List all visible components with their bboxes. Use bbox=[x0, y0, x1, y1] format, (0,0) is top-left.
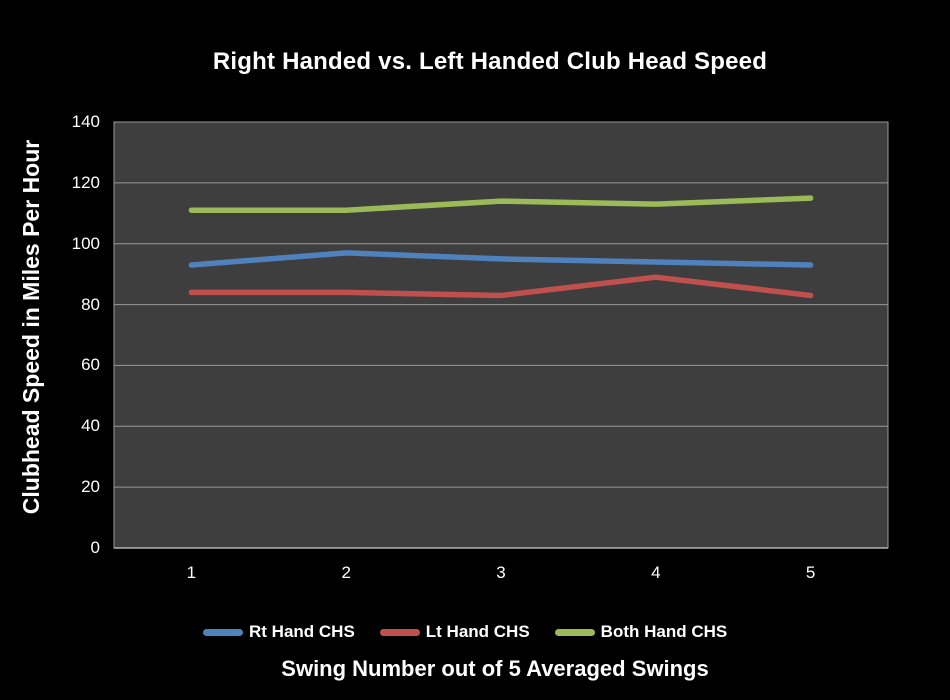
y-tick-label-0: 0 bbox=[90, 538, 100, 557]
x-tick-label-2: 2 bbox=[341, 563, 351, 582]
x-tick-label-1: 1 bbox=[186, 563, 197, 582]
series-line-rt-hand-chs bbox=[188, 250, 814, 268]
plot-background bbox=[113, 121, 889, 549]
legend: Rt Hand CHS Lt Hand CHS Both Hand CHS bbox=[203, 622, 727, 642]
legend-swatch-icon bbox=[203, 628, 243, 636]
legend-item-rt-hand-chs: Rt Hand CHS bbox=[203, 622, 355, 642]
legend-label: Both Hand CHS bbox=[600, 622, 728, 641]
x-tick-label-3: 3 bbox=[496, 563, 506, 582]
y-tick-label-20: 20 bbox=[81, 477, 100, 497]
y-tick-label-80: 80 bbox=[81, 294, 100, 314]
x-tick-label-4: 4 bbox=[651, 563, 661, 582]
y-tick-label-120: 120 bbox=[71, 172, 100, 192]
legend-swatch-icon bbox=[379, 628, 420, 636]
legend-item-lt-hand-chs: Lt Hand CHS bbox=[379, 622, 530, 642]
x-tick-label-5: 5 bbox=[805, 563, 816, 582]
series-line-both-hand-chs bbox=[188, 195, 814, 213]
chart-title: Right Handed vs. Left Handed Club Head S… bbox=[212, 48, 768, 75]
y-tick-label-100: 100 bbox=[71, 233, 100, 253]
y-tick-label-40: 40 bbox=[81, 416, 100, 436]
y-tick-label-140: 140 bbox=[71, 112, 100, 131]
y-tick-label-60: 60 bbox=[81, 355, 100, 375]
legend-item-both-hand-chs: Both Hand CHS bbox=[554, 622, 728, 642]
series-line-lt-hand-chs bbox=[188, 274, 814, 299]
legend-label: Rt Hand CHS bbox=[249, 622, 355, 641]
legend-swatch-icon bbox=[554, 628, 595, 636]
legend-label: Lt Hand CHS bbox=[425, 622, 530, 641]
x-axis-title: Swing Number out of 5 Averaged Swings bbox=[281, 656, 709, 681]
